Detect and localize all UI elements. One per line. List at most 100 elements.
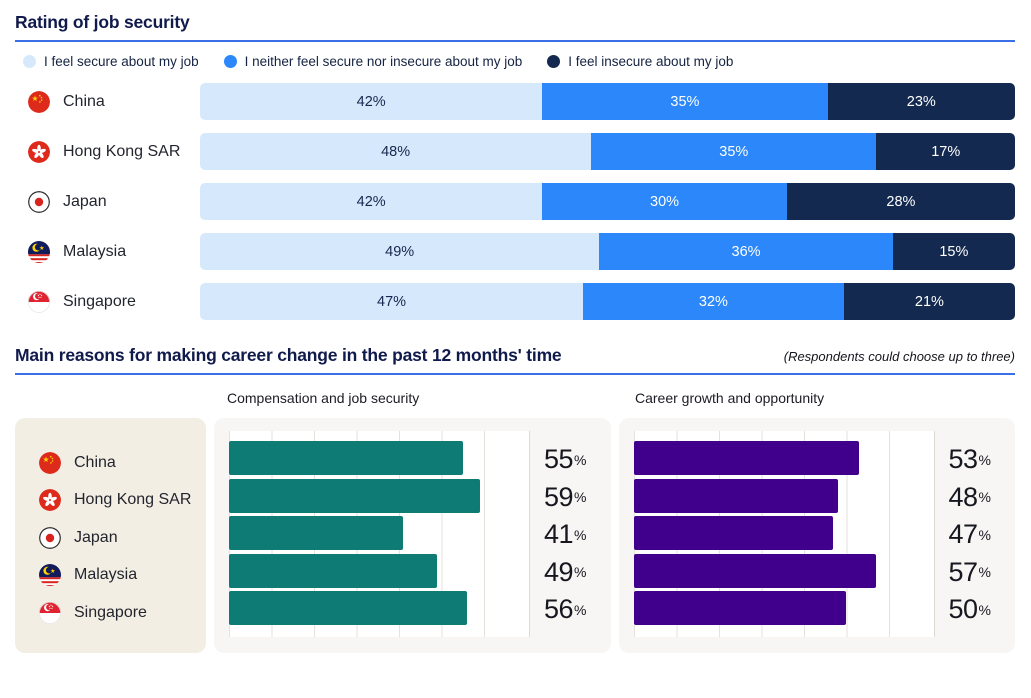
legend-label: I neither feel secure nor insecure about… <box>244 54 523 69</box>
value-labels: 55% 59% 41% 49% 56% <box>544 441 587 629</box>
country-label: Japan <box>63 192 107 210</box>
value-row: 49% <box>544 554 587 592</box>
country-row: Hong Kong SAR <box>15 482 206 520</box>
value-number: 53 <box>948 444 979 475</box>
legend-label: I feel insecure about my job <box>568 54 734 69</box>
stacked-bar: 49% 36% 15% <box>200 233 1015 270</box>
value-row: 41% <box>544 516 587 554</box>
value-percent-sign: % <box>574 451 587 468</box>
country-label: China <box>74 453 116 471</box>
job-security-section: Rating of job security I feel secure abo… <box>15 12 1015 320</box>
bar <box>633 553 876 588</box>
value-number: 48 <box>948 481 979 512</box>
china-flag-icon <box>39 451 61 474</box>
bar-segment: 32% <box>583 283 844 320</box>
country-legend-panel: China Hong Kong SAR Japan Malaysia <box>15 418 206 653</box>
legend-item: I neither feel secure nor insecure about… <box>223 54 523 69</box>
bar <box>229 478 480 513</box>
value-row: 48% <box>949 479 992 517</box>
value-percent-sign: % <box>978 601 991 618</box>
subtitle-spacer <box>15 390 213 406</box>
stacked-bar: 42% 30% 28% <box>200 183 1015 220</box>
job-security-row: China 42% 35% 23% <box>15 83 1015 120</box>
singapore-flag-icon <box>28 290 50 313</box>
legend-dot-icon <box>223 55 237 68</box>
legend-item: I feel insecure about my job <box>547 54 733 69</box>
bar-plot <box>229 431 530 637</box>
bar <box>633 441 859 475</box>
value-percent-sign: % <box>574 526 587 543</box>
section2-title: Main reasons for making career change in… <box>15 345 562 365</box>
legend-dot-icon <box>547 55 561 68</box>
compensation-chart-title: Compensation and job security <box>227 390 420 406</box>
bar-segment: 21% <box>843 283 1015 320</box>
country-label: Singapore <box>74 603 147 621</box>
value-row: 53% <box>949 441 992 479</box>
job-security-row: Japan 42% 30% 28% <box>15 183 1015 220</box>
country-row: Japan <box>15 519 206 557</box>
section2-header: Main reasons for making career change in… <box>15 345 1015 366</box>
bar <box>633 516 834 550</box>
bar-segment: 36% <box>599 233 893 270</box>
country-label: Malaysia <box>63 242 127 260</box>
legend-label: I feel secure about my job <box>44 54 199 69</box>
stacked-bar: 42% 35% 23% <box>200 83 1015 120</box>
chart-subtitles: Compensation and job security Career gro… <box>15 390 1015 406</box>
value-number: 59 <box>544 481 574 512</box>
bar-plot <box>633 431 935 637</box>
value-row: 56% <box>544 591 587 629</box>
bar-segment: 47% <box>200 283 584 320</box>
bar-segment: 17% <box>876 133 1015 170</box>
bar-segment: 42% <box>200 83 543 120</box>
career-growth-chart-title: Career growth and opportunity <box>635 390 825 406</box>
value-number: 49 <box>544 556 574 587</box>
bar-segment: 35% <box>591 133 877 170</box>
value-percent-sign: % <box>978 526 991 543</box>
country-label: China <box>63 92 105 110</box>
job-security-chart: China 42% 35% 23% Hong Kong SAR 48% 35% 17% Ja… <box>15 83 1015 320</box>
value-row: 47% <box>949 516 992 554</box>
bar <box>229 553 438 588</box>
section2-note: (Respondents could choose up to three) <box>783 349 1015 364</box>
value-number: 56 <box>544 594 574 625</box>
stacked-bar: 47% 32% 21% <box>200 283 1015 320</box>
country-row: Malaysia <box>15 557 206 595</box>
japan-flag-icon <box>39 526 61 549</box>
section1-divider <box>15 40 1015 42</box>
job-security-legend: I feel secure about my job I neither feel… <box>23 54 1015 69</box>
china-flag-icon <box>28 90 50 113</box>
malaysia-flag-icon <box>39 564 61 587</box>
value-number: 47 <box>948 519 979 550</box>
country-label: Malaysia <box>74 566 138 584</box>
value-labels: 53% 48% 47% 57% 50% <box>949 441 992 629</box>
bar-segment: 28% <box>786 183 1015 220</box>
career-growth-chart: 53% 48% 47% 57% 50% <box>618 418 1015 653</box>
bar <box>229 441 463 475</box>
value-percent-sign: % <box>574 489 587 506</box>
career-change-section: Main reasons for making career change in… <box>15 345 1015 653</box>
value-number: 55 <box>544 444 574 475</box>
job-security-row: Singapore 47% 32% 21% <box>15 283 1015 320</box>
singapore-flag-icon <box>39 601 61 624</box>
value-number: 57 <box>948 556 979 587</box>
bar <box>229 516 404 550</box>
value-percent-sign: % <box>574 601 587 618</box>
section2-divider <box>15 373 1015 375</box>
legend-item: I feel secure about my job <box>23 54 199 69</box>
job-security-row: Hong Kong SAR 48% 35% 17% <box>15 133 1015 170</box>
value-percent-sign: % <box>574 564 587 581</box>
bar-segment: 15% <box>892 233 1015 270</box>
value-row: 57% <box>949 554 992 592</box>
bar <box>633 478 838 513</box>
country-label: Hong Kong SAR <box>74 491 192 509</box>
bar-segment: 35% <box>542 83 828 120</box>
chart-panels: China Hong Kong SAR Japan Malaysia <box>15 418 1015 653</box>
value-percent-sign: % <box>978 489 991 506</box>
country-label: Hong Kong SAR <box>63 142 181 160</box>
bar-segment: 42% <box>200 183 543 220</box>
legend-dot-icon <box>23 55 36 68</box>
country-label: Japan <box>74 528 118 546</box>
japan-flag-icon <box>28 190 50 213</box>
value-number: 50 <box>948 594 979 625</box>
